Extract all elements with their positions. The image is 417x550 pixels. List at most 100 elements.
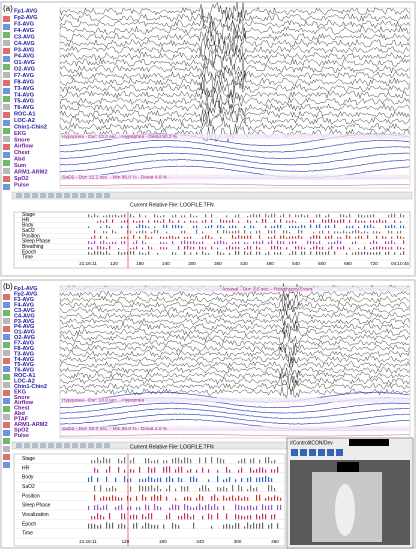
channel-label[interactable]: Chest — [14, 406, 30, 412]
channel-label[interactable]: T5-AVG — [14, 99, 34, 105]
channel-label[interactable]: EKG — [14, 389, 26, 395]
channel-label[interactable]: SpO2 — [14, 427, 29, 433]
toolbar-button[interactable] — [48, 443, 54, 448]
channel-label[interactable]: Snore — [14, 137, 30, 143]
tool-button[interactable] — [3, 398, 10, 404]
toolbar-button[interactable] — [88, 443, 94, 448]
toolbar-button[interactable] — [96, 193, 102, 198]
toolbar-button[interactable] — [40, 443, 46, 448]
tool-button[interactable] — [3, 294, 10, 300]
toolbar-button[interactable] — [40, 193, 46, 198]
tool-button[interactable] — [3, 16, 10, 22]
tool-button[interactable] — [3, 366, 10, 372]
channel-label[interactable]: LOC-A2 — [14, 378, 35, 384]
channel-label[interactable]: F4-AVG — [14, 28, 34, 34]
channel-label[interactable]: Pulse — [14, 182, 29, 188]
tool-button[interactable] — [3, 350, 10, 356]
video-control[interactable] — [291, 449, 298, 456]
channel-label[interactable]: Fp2-AVG — [14, 15, 38, 21]
tool-button[interactable] — [3, 302, 10, 308]
tool-button[interactable] — [3, 24, 10, 30]
channel-label[interactable]: C4-AVG — [14, 313, 35, 319]
tool-button[interactable] — [3, 454, 10, 460]
toolbar-button[interactable] — [104, 193, 110, 198]
tool-button[interactable] — [3, 438, 10, 444]
channel-label[interactable]: Chin1-Chin2 — [14, 124, 47, 130]
tool-button[interactable] — [3, 318, 10, 324]
channel-label[interactable]: ROC-A1 — [14, 373, 35, 379]
channel-label[interactable]: EKG — [14, 131, 26, 137]
channel-label[interactable]: LOC-A2 — [14, 118, 35, 124]
tool-button[interactable] — [3, 414, 10, 420]
channel-label[interactable]: F8-AVG — [14, 346, 34, 352]
toolbar-button[interactable] — [64, 443, 70, 448]
channel-label[interactable]: P3-AVG — [14, 47, 34, 53]
channel-label[interactable]: F3-AVG — [14, 297, 34, 303]
tool-button[interactable] — [3, 374, 10, 380]
channel-label[interactable]: P4-AVG — [14, 54, 34, 60]
tool-button[interactable] — [3, 88, 10, 94]
video-control[interactable] — [336, 449, 343, 456]
tool-button[interactable] — [3, 160, 10, 166]
tool-button[interactable] — [3, 136, 10, 142]
toolbar-button[interactable] — [24, 193, 30, 198]
tool-button[interactable] — [3, 176, 10, 182]
toolbar-button[interactable] — [104, 443, 110, 448]
toolbar-button[interactable] — [56, 443, 62, 448]
video-control[interactable] — [327, 449, 334, 456]
channel-label[interactable]: C3-AVG — [14, 34, 35, 40]
tool-button[interactable] — [3, 358, 10, 364]
channel-label[interactable]: T6-AVG — [14, 105, 34, 111]
channel-label[interactable]: F7-AVG — [14, 340, 34, 346]
channel-label[interactable]: Abd — [14, 411, 25, 417]
tool-button[interactable] — [3, 326, 10, 332]
toolbar-button[interactable] — [32, 193, 38, 198]
channel-label[interactable]: C4-AVG — [14, 41, 35, 47]
channel-label[interactable]: T4-AVG — [14, 92, 34, 98]
video-control[interactable] — [309, 449, 316, 456]
toolbar-button[interactable] — [16, 193, 22, 198]
toolbar-button[interactable] — [72, 193, 78, 198]
tool-button[interactable] — [3, 104, 10, 110]
channel-label[interactable]: Chin1-Chin2 — [14, 384, 47, 390]
channel-label[interactable]: T5-AVG — [14, 362, 34, 368]
toolbar-button[interactable] — [88, 193, 94, 198]
channel-label[interactable]: Airflow — [14, 144, 34, 150]
channel-label[interactable]: O2-AVG — [14, 335, 35, 341]
channel-label[interactable]: O2-AVG — [14, 67, 35, 73]
tool-button[interactable] — [3, 144, 10, 150]
tool-button[interactable] — [3, 96, 10, 102]
toolbar-button[interactable] — [72, 443, 78, 448]
toolbar-button[interactable] — [24, 443, 30, 448]
channel-label[interactable]: T4-AVG — [14, 357, 34, 363]
toolbar-button[interactable] — [32, 443, 38, 448]
channel-label[interactable]: Abd — [14, 157, 25, 163]
tool-button[interactable] — [3, 390, 10, 396]
toolbar-button[interactable] — [16, 443, 22, 448]
channel-label[interactable]: F4-AVG — [14, 302, 34, 308]
channel-label[interactable]: P4-AVG — [14, 324, 34, 330]
channel-label[interactable]: PTAF — [14, 416, 29, 422]
tool-button[interactable] — [3, 184, 10, 190]
tool-button[interactable] — [3, 406, 10, 412]
toolbar-button[interactable] — [48, 193, 54, 198]
tool-button[interactable] — [3, 80, 10, 86]
tool-button[interactable] — [3, 112, 10, 118]
channel-label[interactable]: Fp1-AVG — [14, 9, 38, 15]
tool-button[interactable] — [3, 64, 10, 70]
channel-label[interactable]: Pulse — [14, 433, 29, 439]
channel-label[interactable]: Chest — [14, 150, 30, 156]
channel-label[interactable]: T3-AVG — [14, 86, 34, 92]
tool-button[interactable] — [3, 72, 10, 78]
tool-button[interactable] — [3, 334, 10, 340]
channel-label[interactable]: Fp1-AVG — [14, 286, 38, 292]
tool-button[interactable] — [3, 168, 10, 174]
toolbar-button[interactable] — [56, 193, 62, 198]
video-control[interactable] — [318, 449, 325, 456]
channel-label[interactable]: ROC-A1 — [14, 112, 35, 118]
channel-label[interactable]: F8-AVG — [14, 79, 34, 85]
tool-button[interactable] — [3, 310, 10, 316]
tool-button[interactable] — [3, 32, 10, 38]
tool-button[interactable] — [3, 430, 10, 436]
toolbar-button[interactable] — [96, 443, 102, 448]
